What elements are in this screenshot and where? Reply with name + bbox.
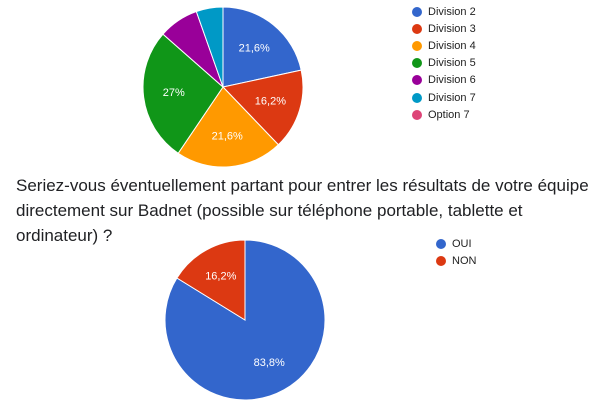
pie-slice-division-7 [195, 6, 224, 88]
data-label-non: 16,2% [205, 271, 236, 283]
legend-label: Division 4 [428, 39, 476, 52]
legend-swatch [412, 109, 422, 120]
legend-swatch [412, 23, 422, 34]
pie-oui-non: 83,8% 16,2% [164, 239, 326, 401]
legend-item-division-2: Division 2 [412, 3, 476, 20]
legend-swatch [412, 6, 422, 17]
pie-slice-division-4 [177, 86, 280, 168]
data-label-division-2: 21,6% [239, 42, 270, 54]
data-label-division-3: 16,2% [255, 95, 286, 107]
legend-label: Division 5 [428, 57, 476, 70]
legend-item-division-3: Division 3 [412, 20, 476, 37]
legend-item-oui: OUI [436, 235, 476, 252]
legend-swatch [436, 238, 446, 249]
legend-label: Division 7 [428, 91, 476, 104]
data-label-division-4: 21,6% [212, 130, 243, 142]
legend-swatch [436, 255, 446, 266]
pie-slice-division-2 [222, 6, 302, 88]
legend-oui-non: OUI NON [436, 235, 476, 269]
data-label-division-5: 27% [163, 87, 185, 99]
legend-item-division-4: Division 4 [412, 37, 476, 54]
legend-label: Division 2 [428, 5, 476, 18]
legend-label: NON [452, 254, 477, 267]
legend-label: Option 7 [428, 108, 470, 121]
legend-item-division-6: Division 6 [412, 72, 476, 89]
pie-divisions: 21,6% 16,2% 21,6% 27% [142, 6, 304, 168]
pie-slice-division-5 [142, 33, 224, 154]
legend-swatch [412, 75, 422, 86]
legend-swatch [412, 58, 422, 69]
legend-swatch [412, 40, 422, 51]
data-label-oui: 83,8% [254, 357, 285, 369]
legend-label: Division 3 [428, 22, 476, 35]
legend-item-non: NON [436, 252, 476, 269]
question-title: Seriez-vous éventuellement partant pour … [16, 176, 589, 245]
legend-item-option-7: Option 7 [412, 106, 476, 123]
legend-swatch [412, 92, 422, 103]
pie-slice-non [176, 239, 246, 321]
legend-label: Division 6 [428, 74, 476, 87]
legend-item-division-7: Division 7 [412, 89, 476, 106]
legend-label: OUI [452, 237, 472, 250]
pie-slice-division-3 [222, 69, 304, 146]
legend-item-division-5: Division 5 [412, 55, 476, 72]
legend-divisions: Division 2 Division 3 Division 4 Division 5… [412, 3, 476, 123]
